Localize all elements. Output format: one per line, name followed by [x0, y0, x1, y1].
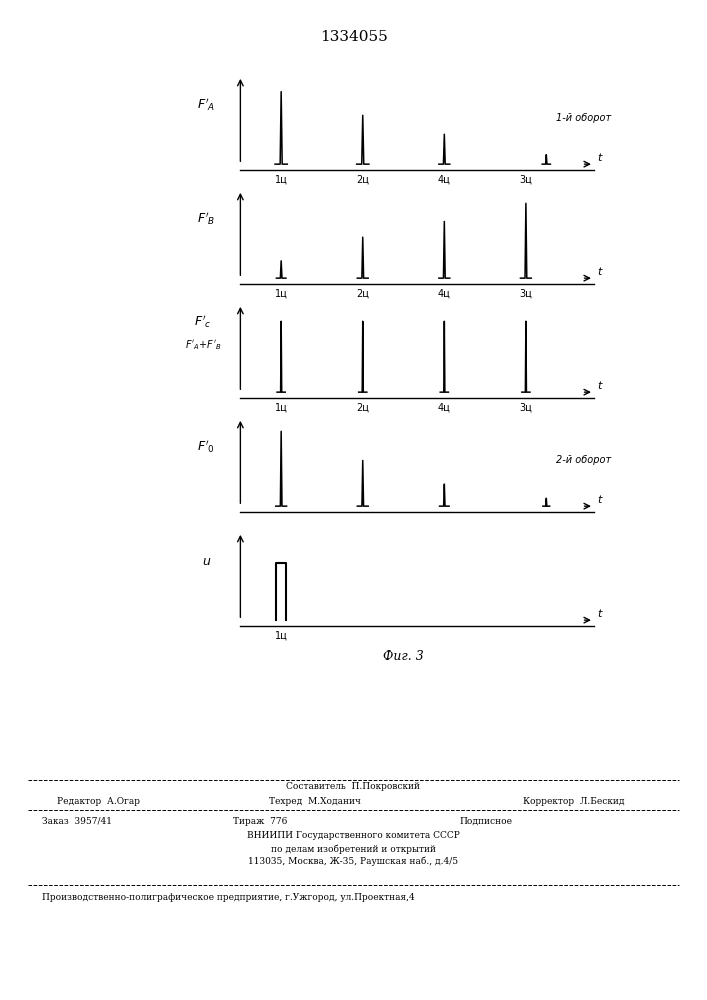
- Text: t: t: [597, 381, 602, 391]
- Text: по делам изобретений и открытий: по делам изобретений и открытий: [271, 844, 436, 854]
- Text: t: t: [597, 609, 602, 619]
- Text: $F'_0$: $F'_0$: [197, 439, 216, 455]
- Text: Редактор  А.Огар: Редактор А.Огар: [57, 797, 139, 806]
- Text: 3ц: 3ц: [520, 402, 532, 412]
- Text: Заказ  3957/41: Заказ 3957/41: [42, 817, 112, 826]
- Text: Тираж  776: Тираж 776: [233, 817, 288, 826]
- Text: 1334055: 1334055: [320, 30, 387, 44]
- Text: Техред  М.Ходанич: Техред М.Ходанич: [269, 797, 361, 806]
- Text: 1ц: 1ц: [275, 402, 288, 412]
- Text: $F'_B$: $F'_B$: [197, 211, 216, 227]
- Text: 3ц: 3ц: [520, 288, 532, 298]
- Text: 2ц: 2ц: [356, 174, 369, 184]
- Text: t: t: [597, 495, 602, 505]
- Text: 113035, Москва, Ж-35, Раушская наб., д.4/5: 113035, Москва, Ж-35, Раушская наб., д.4…: [248, 857, 459, 866]
- Text: 4ц: 4ц: [438, 288, 451, 298]
- Text: Подписное: Подписное: [460, 817, 513, 826]
- Text: Фиг. 3: Фиг. 3: [382, 650, 423, 663]
- Text: $F'_A{+}F'_B$: $F'_A{+}F'_B$: [185, 338, 221, 352]
- Text: t: t: [597, 267, 602, 277]
- Text: u: u: [202, 555, 210, 568]
- Text: 1ц: 1ц: [275, 630, 288, 640]
- Text: Составитель  П.Покровский: Составитель П.Покровский: [286, 782, 421, 791]
- Text: ВНИИПИ Государственного комитета СССР: ВНИИПИ Государственного комитета СССР: [247, 831, 460, 840]
- Text: 2-й оборот: 2-й оборот: [556, 455, 612, 465]
- Text: Корректор  Л.Бескид: Корректор Л.Бескид: [523, 797, 625, 806]
- Text: 2ц: 2ц: [356, 288, 369, 298]
- Text: 2ц: 2ц: [356, 402, 369, 412]
- Text: 1ц: 1ц: [275, 174, 288, 184]
- Text: 4ц: 4ц: [438, 174, 451, 184]
- Text: $F'_A$: $F'_A$: [197, 97, 216, 113]
- Text: 1ц: 1ц: [275, 288, 288, 298]
- Text: 3ц: 3ц: [520, 174, 532, 184]
- Text: 4ц: 4ц: [438, 402, 451, 412]
- Text: $F'_c$: $F'_c$: [194, 313, 212, 330]
- Text: 1-й оборот: 1-й оборот: [556, 113, 612, 123]
- Text: t: t: [597, 153, 602, 163]
- Text: Производственно-полиграфическое предприятие, г.Ужгород, ул.Проектная,4: Производственно-полиграфическое предприя…: [42, 893, 415, 902]
